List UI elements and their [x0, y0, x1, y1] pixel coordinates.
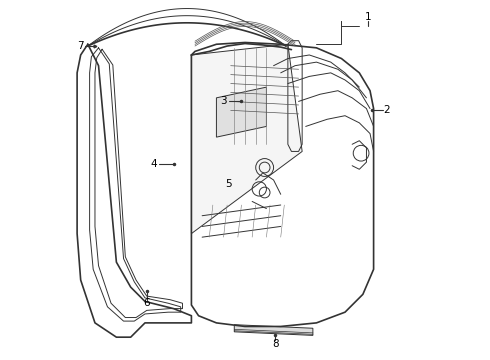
Text: 7: 7 — [76, 41, 83, 51]
Polygon shape — [217, 87, 267, 137]
Polygon shape — [192, 44, 302, 234]
Text: 4: 4 — [150, 159, 157, 169]
Text: 6: 6 — [144, 298, 150, 308]
Text: 1: 1 — [365, 13, 371, 22]
Polygon shape — [234, 325, 313, 336]
Text: 5: 5 — [225, 179, 232, 189]
Text: 8: 8 — [272, 339, 279, 348]
Text: 3: 3 — [220, 96, 227, 107]
Text: 2: 2 — [383, 105, 390, 115]
